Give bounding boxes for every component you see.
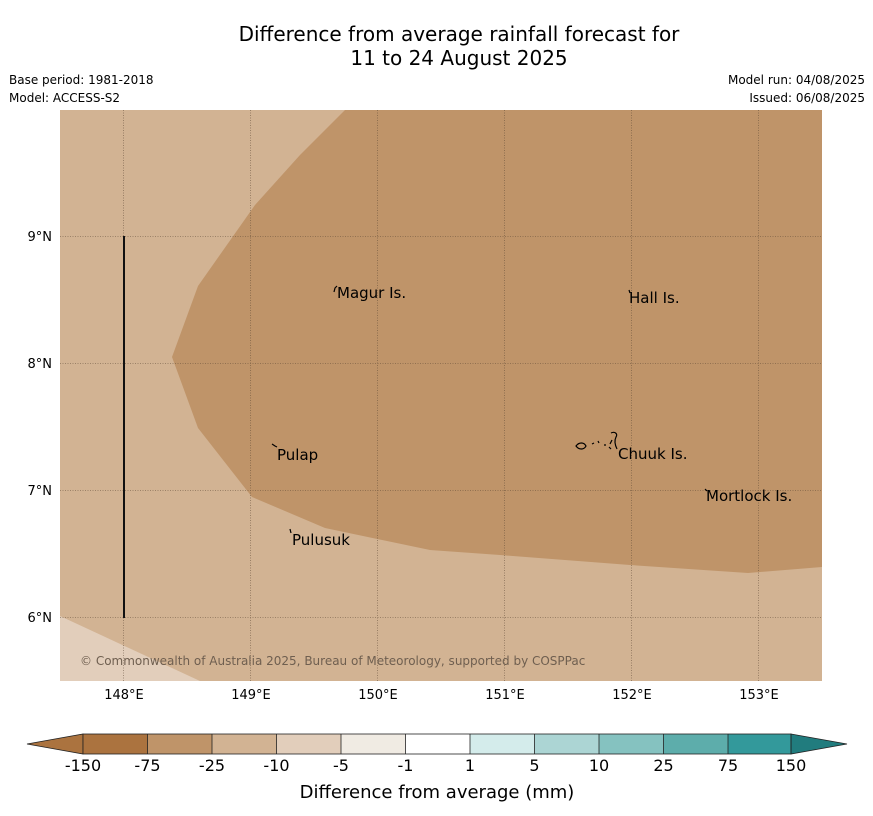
region-minus10 [60, 616, 200, 681]
colorbar: -150 -75 -25 -10 -5 -1 1 5 10 25 75 150 … [26, 733, 848, 803]
colorbar-bin-10 [663, 734, 728, 754]
cb-tick-11: 150 [776, 756, 807, 775]
cb-tick-10: 75 [718, 756, 738, 775]
place-magur: Magur Is. [337, 284, 406, 302]
cb-tick-6: 1 [465, 756, 475, 775]
place-mortlock: Mortlock Is. [706, 487, 792, 505]
cb-tick-3: -10 [263, 756, 289, 775]
meta-left: Base period: 1981-2018 Model: ACCESS-S2 [9, 71, 154, 107]
colorbar-dividers [82, 733, 792, 755]
colorbar-bin-3 [212, 734, 277, 754]
island-pulusuk [289, 528, 292, 534]
colorbar-label: Difference from average (mm) [300, 782, 575, 803]
colorbar-arrow-low [26, 733, 84, 755]
x-axis-ticks: 148°E 149°E 150°E 151°E 152°E 153°E [104, 688, 779, 703]
copyright-notice: © Commonwealth of Australia 2025, Bureau… [80, 654, 585, 668]
colorbar-bin-11 [728, 734, 791, 754]
place-pulap: Pulap [277, 446, 318, 464]
cb-tick-0: -150 [65, 756, 101, 775]
colorbar-bin-7 [470, 734, 535, 754]
y-tick-7n: 7°N [28, 484, 53, 499]
colorbar-bin-9 [599, 734, 664, 754]
island-chuuk [575, 431, 618, 450]
cb-tick-1: -75 [134, 756, 160, 775]
model-name: Model: ACCESS-S2 [9, 91, 121, 105]
model-run: Model run: 04/08/2025 [727, 73, 865, 87]
map-plot: Magur Is. Hall Is. Pulap Chuuk Is. Mortl… [60, 110, 822, 681]
base-period: Base period: 1981-2018 [9, 73, 154, 87]
cb-tick-4: -5 [333, 756, 349, 775]
x-tick-148: 148°E [104, 688, 144, 703]
cb-tick-2: -25 [199, 756, 225, 775]
islands [271, 285, 708, 534]
map-title: Difference from average rainfall forecas… [0, 22, 873, 70]
island-magur [333, 285, 338, 293]
place-hall: Hall Is. [629, 289, 680, 307]
cb-tick-5: -1 [398, 756, 414, 775]
island-mortlock [704, 488, 708, 492]
title-line-1: Difference from average rainfall forecas… [238, 22, 680, 46]
y-tick-6n: 6°N [28, 611, 53, 626]
issued-date: Issued: 06/08/2025 [749, 91, 865, 105]
place-pulusuk: Pulusuk [292, 531, 350, 549]
island-pulap [271, 443, 278, 448]
title-line-2: 11 to 24 August 2025 [350, 46, 568, 70]
colorbar-ticks: -150 -75 -25 -10 -5 -1 1 5 10 25 75 150 [65, 756, 806, 775]
x-tick-153: 153°E [739, 688, 779, 703]
place-chuuk: Chuuk Is. [618, 445, 687, 463]
colorbar-bin-2 [147, 734, 212, 754]
y-axis-ticks: 9°N 8°N 7°N 6°N [28, 230, 53, 626]
island-hall [628, 289, 631, 294]
cb-tick-8: 10 [589, 756, 609, 775]
cb-tick-7: 5 [529, 756, 539, 775]
x-tick-152: 152°E [612, 688, 652, 703]
meta-right: Model run: 04/08/2025 Issued: 06/08/2025 [728, 71, 865, 107]
colorbar-bin-4 [276, 734, 341, 754]
region-minus75 [172, 110, 822, 573]
graticule [60, 110, 822, 681]
colorbar-bin-8 [534, 734, 599, 754]
cb-tick-9: 25 [653, 756, 673, 775]
y-tick-9n: 9°N [28, 230, 53, 245]
colorbar-arrow-high [790, 733, 848, 755]
colorbar-bin-6 [405, 734, 470, 754]
colorbar-bin-5 [341, 734, 406, 754]
colorbar-bin-0 [83, 734, 148, 754]
x-tick-151: 151°E [485, 688, 525, 703]
x-tick-149: 149°E [231, 688, 271, 703]
x-tick-150: 150°E [358, 688, 398, 703]
y-tick-8n: 8°N [28, 357, 53, 372]
